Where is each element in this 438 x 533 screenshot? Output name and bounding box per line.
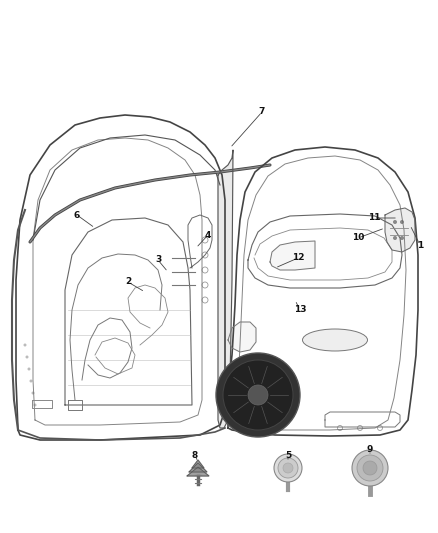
Circle shape [32,392,35,394]
Polygon shape [385,208,415,252]
Circle shape [28,367,31,370]
Circle shape [363,461,377,475]
Text: 10: 10 [352,233,364,243]
Text: 9: 9 [367,446,373,455]
Circle shape [283,463,293,473]
Polygon shape [187,467,209,476]
Text: 3: 3 [155,255,161,264]
Polygon shape [270,241,315,270]
Polygon shape [228,322,256,352]
Circle shape [400,220,404,224]
Text: 2: 2 [125,278,131,287]
Ellipse shape [303,329,367,351]
Text: 12: 12 [292,254,304,262]
Circle shape [216,353,300,437]
Text: 8: 8 [192,450,198,459]
Circle shape [223,360,293,430]
Text: 6: 6 [74,211,80,220]
Circle shape [248,385,268,405]
Circle shape [393,236,397,240]
Circle shape [25,356,28,359]
Circle shape [24,343,27,346]
Circle shape [274,454,302,482]
Circle shape [393,220,397,224]
Text: 1: 1 [417,240,423,249]
Circle shape [29,379,32,383]
Polygon shape [192,460,204,468]
Circle shape [352,450,388,486]
Text: 7: 7 [259,108,265,117]
Circle shape [33,403,36,407]
Circle shape [400,236,404,240]
Circle shape [357,455,383,481]
Text: 5: 5 [285,450,291,459]
Circle shape [278,458,298,478]
Polygon shape [218,150,233,428]
Text: 4: 4 [205,230,211,239]
Text: 13: 13 [294,305,306,314]
Polygon shape [189,463,207,472]
Text: 11: 11 [368,214,380,222]
